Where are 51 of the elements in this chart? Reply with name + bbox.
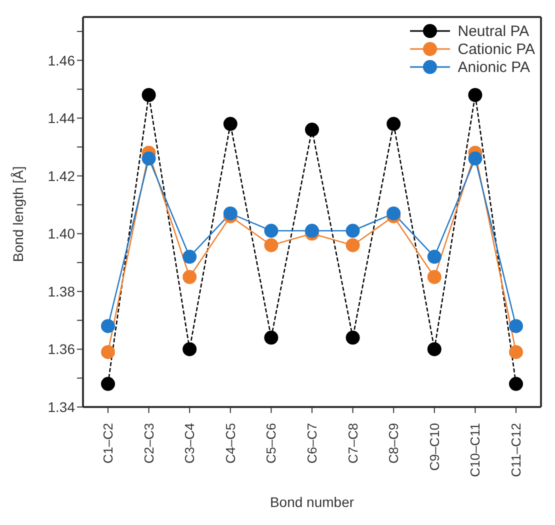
- x-tick-label: C6–C7: [304, 423, 320, 464]
- point: [346, 238, 360, 252]
- x-tick-label: C8–C9: [386, 423, 402, 464]
- point: [264, 330, 278, 345]
- point: [509, 319, 523, 334]
- point: [386, 206, 401, 220]
- point: [468, 152, 482, 166]
- point: [427, 250, 442, 264]
- legend-label: Neutral PA: [458, 22, 530, 40]
- point: [101, 319, 115, 334]
- point: [142, 152, 156, 166]
- point: [182, 342, 197, 356]
- point: [182, 270, 197, 284]
- x-tick-label: C1–C2: [100, 423, 116, 464]
- legend-label: Anionic PA: [458, 58, 530, 76]
- y-tick-label: 1.34: [48, 398, 76, 415]
- point: [223, 116, 238, 131]
- point: [386, 116, 401, 131]
- y-tick-label: 1.36: [48, 341, 76, 358]
- x-tick-label: C3–C4: [182, 423, 198, 464]
- point: [427, 342, 442, 356]
- point: [142, 88, 156, 102]
- x-tick-label: C5–C6: [264, 423, 279, 464]
- x-tick-label: C4–C5: [222, 423, 238, 464]
- y-tick-label: 1.42: [48, 168, 76, 184]
- point: [346, 224, 360, 238]
- point: [427, 270, 442, 284]
- y-tick-label: 1.44: [48, 110, 76, 126]
- point: [264, 238, 278, 252]
- point: [468, 88, 482, 102]
- y-axis-title: Bond length [Å]: [10, 166, 26, 262]
- x-tick-label: C9–C10: [426, 423, 442, 471]
- legend-label: Cationic PA: [458, 40, 535, 58]
- point: [509, 376, 523, 391]
- x-axis-title: Bond number: [270, 494, 354, 510]
- y-tick-label: 1.40: [48, 226, 76, 242]
- point: [101, 376, 115, 391]
- point: [305, 122, 319, 137]
- y-tick-label: 1.46: [48, 52, 76, 68]
- point: [223, 206, 238, 220]
- x-tick-label: C10–C11: [468, 423, 483, 477]
- x-tick-label: C2–C3: [141, 423, 156, 464]
- point: [305, 224, 319, 238]
- point: [101, 345, 115, 360]
- x-tick-label: C7–C8: [345, 423, 360, 464]
- point: [346, 330, 360, 345]
- y-tick-label: 1.38: [48, 283, 76, 300]
- x-tick-label: C11–C12: [508, 423, 524, 477]
- point: [182, 250, 197, 264]
- point: [509, 345, 523, 360]
- point: [264, 224, 278, 238]
